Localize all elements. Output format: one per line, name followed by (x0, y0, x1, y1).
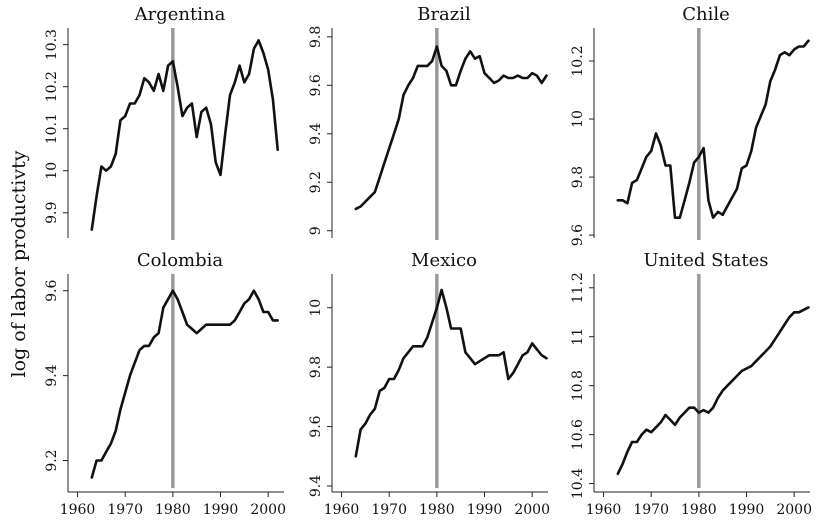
colombia-x-tick-label: 1960 (60, 502, 96, 518)
mexico-x-tick-label: 1990 (467, 502, 503, 518)
argentina-y-tick-label: 9.9 (44, 202, 60, 224)
mexico-x-tick-label: 1970 (371, 502, 407, 518)
brazil-panel: Brazil 9 9.2 9.4 9.6 9.8 (308, 4, 548, 240)
argentina-y-tick-label: 10.2 (44, 71, 60, 102)
mexico-title: Mexico (411, 250, 477, 271)
chile-y-tick-label: 9.6 (570, 224, 586, 246)
mexico-series-line (354, 288, 548, 458)
mexico-y-tick-label: 9.6 (308, 415, 324, 437)
chile-title: Chile (682, 4, 730, 25)
argentina-y-tick-label: 10 (44, 162, 60, 180)
chile-y-tick-label: 9.8 (570, 166, 586, 188)
argentina-series-line (90, 39, 280, 231)
united-states-x-tick-label: 1990 (729, 502, 765, 518)
colombia-y-tick-label: 9.4 (44, 364, 60, 386)
mexico-x-tick-label: 1960 (324, 502, 360, 518)
chile-y-tick-label: 10.2 (570, 45, 586, 76)
united-states-y-tick-label: 11.2 (570, 272, 586, 303)
united-states-x-tick-label: 1980 (681, 502, 717, 518)
colombia-series-line (90, 289, 280, 479)
brazil-y-tick-label: 9.2 (308, 171, 324, 193)
mexico-x-tick-label: 1980 (419, 502, 455, 518)
united-states-y-tick-label: 11 (570, 328, 586, 346)
argentina-y-tick-label: 10.3 (44, 29, 60, 60)
colombia-x-tick-label: 1990 (203, 502, 239, 518)
argentina-panel: Argentina 9.9 10 10.1 10.2 10.3 (44, 4, 280, 240)
argentina-title: Argentina (134, 4, 226, 25)
mexico-y-tick-label: 9.8 (308, 356, 324, 378)
colombia-y-tick-label: 9.6 (44, 280, 60, 302)
chile-series-line (616, 39, 810, 219)
brazil-y-tick-label: 9.8 (308, 26, 324, 48)
colombia-x-tick-label: 1980 (155, 502, 191, 518)
mexico-x-tick-label: 2000 (514, 502, 550, 518)
brazil-y-tick-label: 9.6 (308, 74, 324, 96)
colombia-y-tick-label: 9.2 (44, 449, 60, 471)
colombia-panel: Colombia 9.2 9.4 9.6 1960 1970 1980 1990 2000 (44, 250, 286, 518)
colombia-x-tick-label: 2000 (250, 502, 286, 518)
united-states-series-line (616, 306, 810, 476)
united-states-x-tick-label: 2000 (776, 502, 812, 518)
united-states-panel: United States 10.4 10.6 10.8 11 11.2 1960 1970 1… (570, 250, 812, 518)
brazil-title: Brazil (417, 4, 471, 25)
united-states-y-tick-label: 10.6 (570, 419, 586, 450)
mexico-panel: Mexico 9.4 9.6 9.8 10 1960 1970 1980 1990 2000 (308, 250, 550, 518)
argentina-y-tick-label: 10.1 (44, 113, 60, 144)
united-states-x-tick-label: 1970 (633, 502, 669, 518)
united-states-y-tick-label: 10.4 (570, 468, 586, 499)
chile-panel: Chile 9.6 9.8 10 10.2 (570, 4, 810, 246)
chile-y-tick-label: 10 (570, 110, 586, 128)
brazil-y-tick-label: 9 (308, 226, 324, 235)
brazil-series-line (354, 45, 548, 211)
mexico-y-tick-label: 9.4 (308, 475, 324, 497)
united-states-x-tick-label: 1960 (586, 502, 622, 518)
brazil-y-tick-label: 9.4 (308, 123, 324, 145)
colombia-title: Colombia (137, 250, 224, 271)
colombia-x-tick-label: 1970 (107, 502, 143, 518)
united-states-y-tick-label: 10.8 (570, 370, 586, 401)
united-states-title: United States (643, 250, 768, 271)
mexico-y-tick-label: 10 (308, 299, 324, 317)
